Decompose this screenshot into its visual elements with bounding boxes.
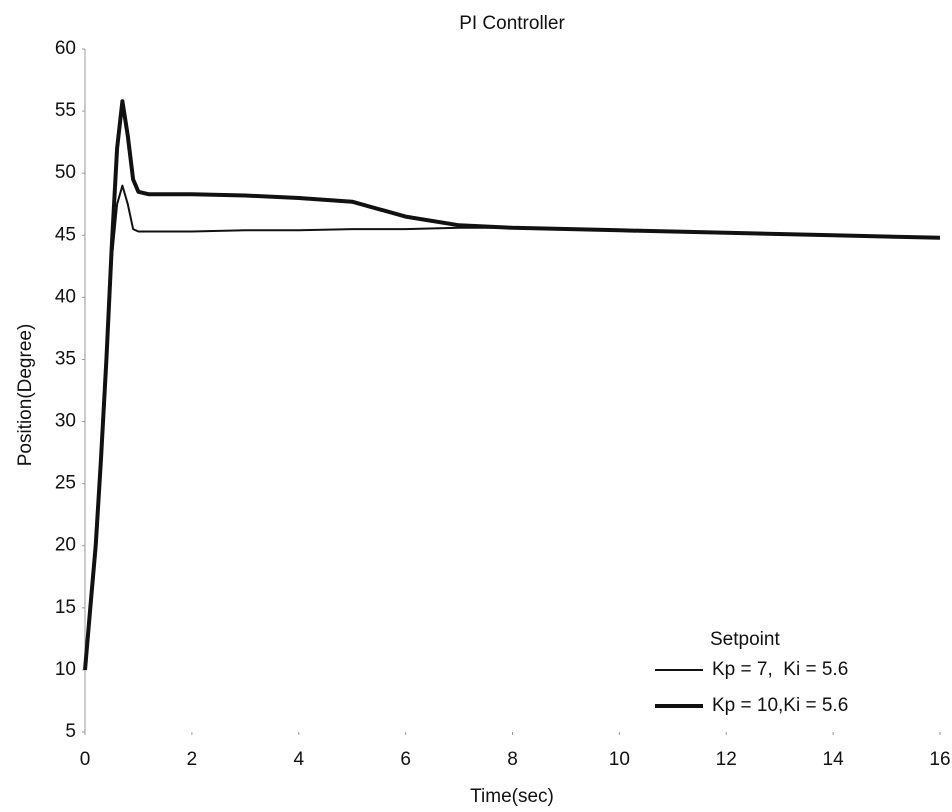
y-tick-label: 35 — [55, 348, 76, 369]
y-tick-label: 10 — [55, 659, 76, 680]
x-tick-label: 4 — [293, 749, 304, 770]
x-tick-label: 2 — [187, 749, 198, 770]
x-tick-label: 10 — [609, 749, 630, 770]
x-tick-label: 8 — [507, 749, 518, 770]
y-tick-label: 15 — [55, 597, 76, 618]
y-tick-label: 50 — [55, 162, 76, 183]
chart-title: PI Controller — [459, 13, 565, 34]
series-line — [84, 184, 941, 670]
legend-label: Kp = 10,Ki = 5.6 — [712, 695, 848, 716]
x-tick-label: 6 — [400, 749, 411, 770]
y-tick-label: 55 — [55, 100, 76, 121]
y-axis-label: Position(Degree) — [15, 324, 36, 467]
legend-label: Kp = 7, Ki = 5.6 — [712, 659, 848, 680]
y-tick-label: 60 — [55, 38, 76, 59]
x-axis-label: Time(sec) — [470, 786, 554, 807]
x-tick-label: 0 — [80, 749, 91, 770]
x-tick-label: 14 — [823, 749, 845, 770]
y-tick-label: 45 — [55, 224, 76, 245]
y-tick-label: 20 — [55, 535, 76, 556]
y-tick-label: 40 — [55, 286, 76, 307]
x-tick-label: 12 — [716, 749, 737, 770]
y-tick-label: 25 — [55, 473, 76, 494]
series-line — [83, 99, 941, 671]
legend-title: Setpoint — [710, 629, 780, 650]
y-tick-label: 5 — [65, 721, 76, 742]
y-tick-label: 30 — [55, 411, 76, 432]
x-tick-label: 16 — [929, 749, 950, 770]
